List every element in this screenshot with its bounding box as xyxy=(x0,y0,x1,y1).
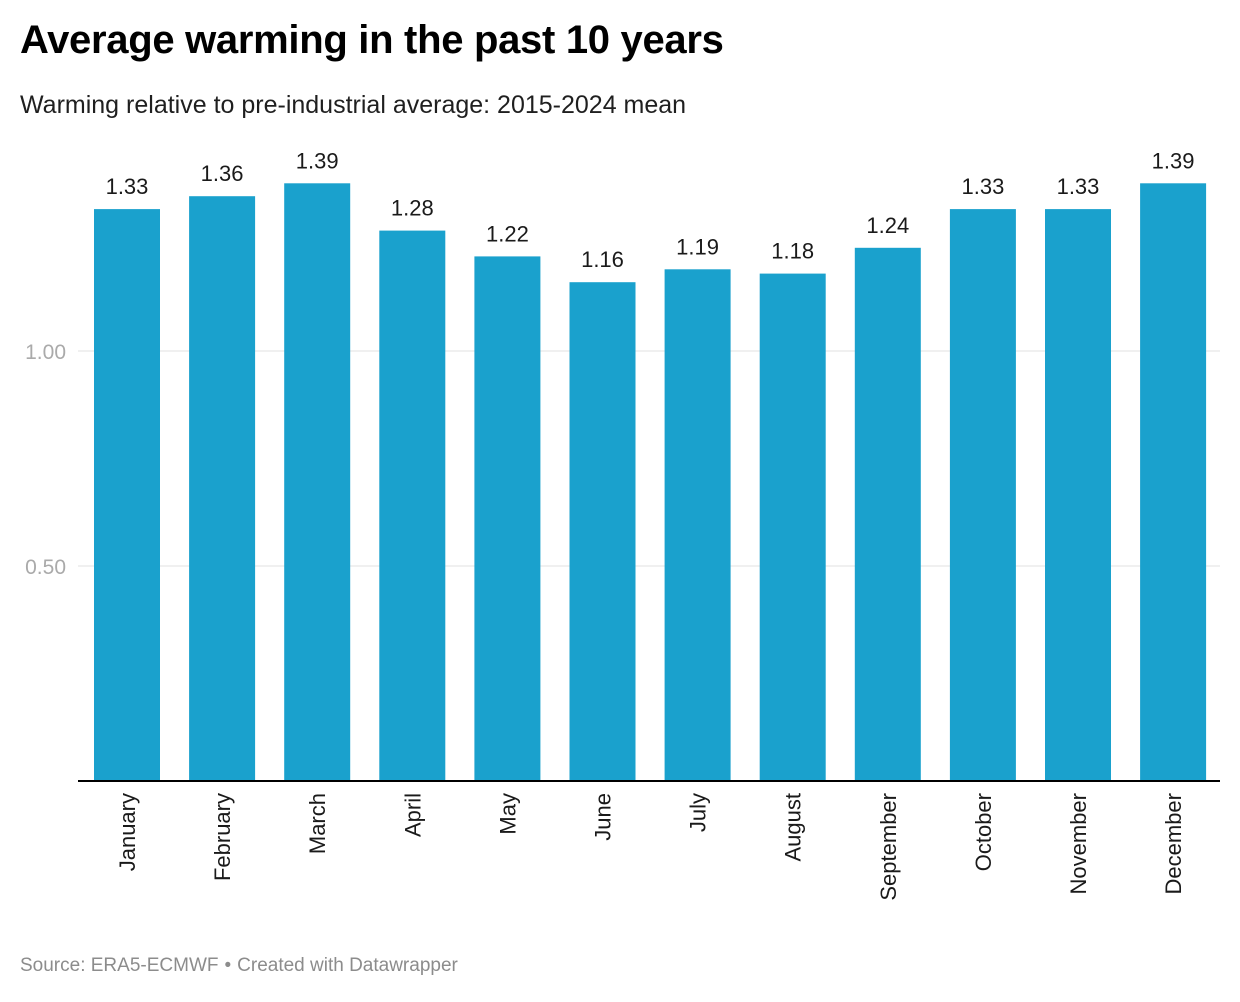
bar xyxy=(379,230,446,782)
x-category-label: July xyxy=(686,793,711,832)
x-category-label: September xyxy=(876,793,901,901)
bar xyxy=(1140,183,1207,782)
bar xyxy=(854,247,921,782)
x-category-label: March xyxy=(305,793,330,854)
chart-title: Average warming in the past 10 years xyxy=(20,18,724,62)
bar xyxy=(474,256,541,781)
x-category-label: May xyxy=(495,793,520,835)
bar-value-label: 1.22 xyxy=(486,221,529,246)
bar-value-label: 1.33 xyxy=(1057,174,1100,199)
bar xyxy=(1045,209,1111,782)
bar-value-label: 1.16 xyxy=(581,247,624,272)
bar-value-label: 1.39 xyxy=(1152,148,1195,173)
bar-value-label: 1.18 xyxy=(771,239,814,264)
bar xyxy=(284,183,351,782)
bar xyxy=(569,282,636,781)
x-category-label: December xyxy=(1161,793,1186,894)
y-tick-label: 1.00 xyxy=(25,341,66,364)
bar xyxy=(94,209,160,782)
bar-value-label: 1.36 xyxy=(201,161,244,186)
chart-footer: Source: ERA5-ECMWF • Created with Datawrap… xyxy=(20,955,458,977)
bar xyxy=(189,196,256,781)
footer-separator: • xyxy=(224,955,232,976)
bar-value-label: 1.19 xyxy=(676,234,719,259)
y-tick-label: 0.50 xyxy=(25,556,66,579)
bar-value-label: 1.24 xyxy=(866,213,909,238)
bar-value-label: 1.33 xyxy=(961,174,1004,199)
x-category-label: October xyxy=(971,793,996,871)
credit-note: Created with Datawrapper xyxy=(237,955,458,976)
x-category-label: February xyxy=(210,793,235,881)
bar-value-label: 1.39 xyxy=(296,148,339,173)
chart-subtitle: Warming relative to pre-industrial avera… xyxy=(20,91,687,119)
bar-value-label: 1.33 xyxy=(106,174,149,199)
x-category-label: November xyxy=(1066,793,1091,894)
x-category-label: August xyxy=(781,793,806,862)
x-category-label: June xyxy=(591,793,616,841)
bar xyxy=(759,273,826,781)
x-category-label: April xyxy=(400,793,425,837)
x-category-label: January xyxy=(115,793,140,871)
bar xyxy=(949,209,1016,782)
source-note: Source: ERA5-ECMWF xyxy=(20,955,219,976)
bar-value-label: 1.28 xyxy=(391,196,434,221)
bar xyxy=(664,269,731,781)
